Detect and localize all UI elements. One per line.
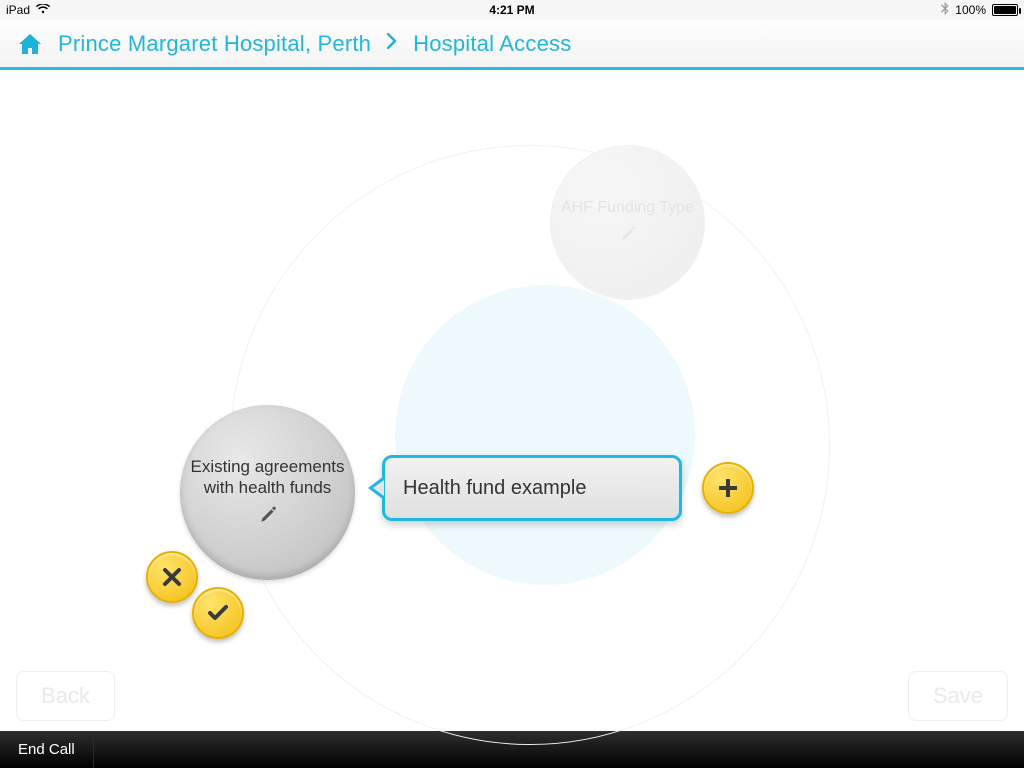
diagram-canvas: AHF Funding Type Existing agreements wit… — [0, 70, 1024, 731]
node-active-label: Existing agreements with health funds — [180, 456, 355, 499]
save-button[interactable]: Save — [908, 671, 1008, 721]
node-faded[interactable]: AHF Funding Type — [550, 145, 705, 300]
tag-input-field[interactable] — [382, 455, 682, 521]
home-icon[interactable] — [18, 33, 42, 55]
wifi-icon — [36, 3, 50, 17]
back-button[interactable]: Back — [16, 671, 115, 721]
breadcrumb-location[interactable]: Prince Margaret Hospital, Perth — [58, 31, 371, 57]
pencil-icon — [259, 506, 277, 529]
confirm-button[interactable] — [192, 587, 244, 639]
end-call-button[interactable]: End Call — [0, 731, 94, 768]
breadcrumb-page[interactable]: Hospital Access — [413, 31, 571, 57]
tag-input[interactable] — [382, 455, 682, 521]
device-label: iPad — [6, 3, 30, 17]
node-active[interactable]: Existing agreements with health funds — [180, 405, 355, 580]
battery-pct: 100% — [955, 3, 986, 17]
bluetooth-icon — [941, 2, 949, 18]
ios-status-bar: iPad 4:21 PM 100% — [0, 0, 1024, 20]
clock: 4:21 PM — [489, 3, 534, 17]
pencil-icon — [620, 226, 636, 247]
battery-icon — [992, 4, 1018, 16]
node-faded-label: AHF Funding Type — [561, 198, 694, 217]
add-button[interactable] — [702, 462, 754, 514]
cancel-button[interactable] — [146, 551, 198, 603]
center-disc — [395, 285, 695, 585]
breadcrumb: Prince Margaret Hospital, Perth Hospital… — [0, 20, 1024, 70]
chevron-right-icon — [387, 33, 397, 54]
